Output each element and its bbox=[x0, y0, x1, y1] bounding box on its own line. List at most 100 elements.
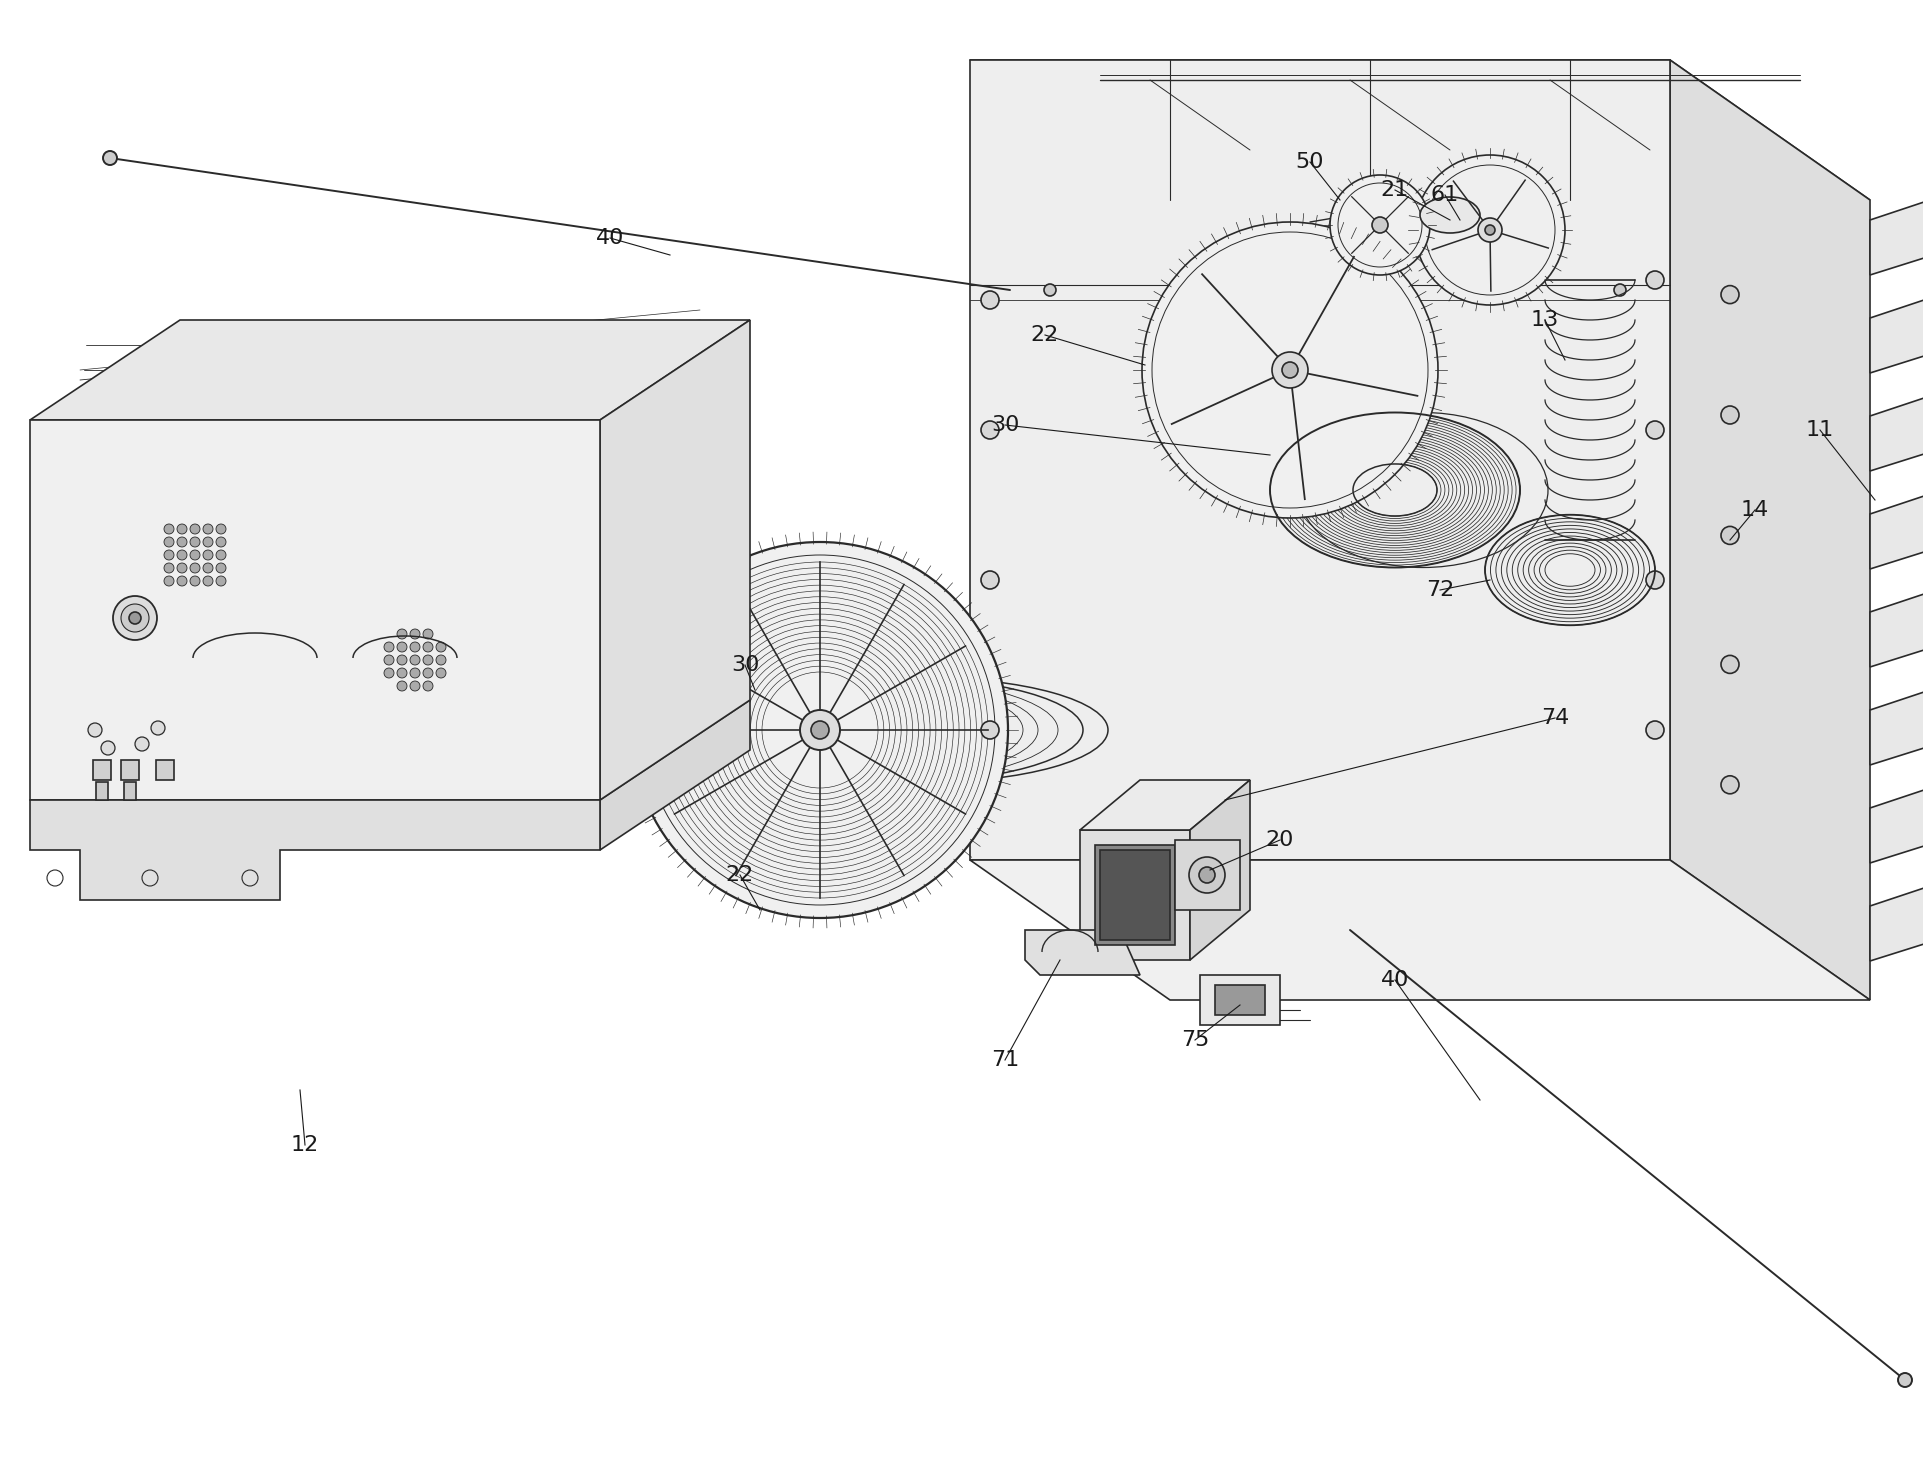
Circle shape bbox=[135, 737, 148, 750]
Circle shape bbox=[129, 612, 140, 624]
Circle shape bbox=[1646, 271, 1663, 289]
Circle shape bbox=[1044, 284, 1056, 296]
Circle shape bbox=[150, 721, 165, 736]
Polygon shape bbox=[1175, 840, 1238, 909]
Circle shape bbox=[437, 654, 446, 665]
Text: 61: 61 bbox=[1431, 186, 1458, 205]
Circle shape bbox=[177, 537, 187, 547]
Circle shape bbox=[163, 563, 173, 573]
Text: 22: 22 bbox=[1031, 324, 1058, 345]
Circle shape bbox=[396, 681, 408, 691]
Circle shape bbox=[1194, 284, 1206, 296]
Polygon shape bbox=[969, 859, 1869, 999]
Text: 12: 12 bbox=[290, 1135, 319, 1156]
Polygon shape bbox=[156, 761, 173, 780]
Text: 13: 13 bbox=[1531, 310, 1558, 330]
Circle shape bbox=[1719, 656, 1738, 674]
Polygon shape bbox=[1025, 930, 1140, 974]
Text: 11: 11 bbox=[1806, 420, 1833, 441]
Polygon shape bbox=[1869, 594, 1923, 668]
Text: 40: 40 bbox=[1381, 970, 1408, 991]
Text: 21: 21 bbox=[1381, 180, 1408, 200]
Text: 40: 40 bbox=[596, 228, 623, 248]
Circle shape bbox=[163, 576, 173, 587]
Circle shape bbox=[410, 681, 419, 691]
Ellipse shape bbox=[1419, 198, 1479, 233]
Circle shape bbox=[204, 576, 213, 587]
Circle shape bbox=[981, 422, 998, 439]
Polygon shape bbox=[1079, 830, 1190, 960]
Circle shape bbox=[1646, 570, 1663, 590]
Polygon shape bbox=[1869, 887, 1923, 961]
Polygon shape bbox=[600, 320, 750, 800]
Circle shape bbox=[410, 654, 419, 665]
Circle shape bbox=[204, 550, 213, 560]
Ellipse shape bbox=[1444, 198, 1504, 233]
Circle shape bbox=[981, 570, 998, 590]
Polygon shape bbox=[1200, 974, 1279, 1024]
Circle shape bbox=[1371, 217, 1386, 233]
Circle shape bbox=[1646, 721, 1663, 738]
Circle shape bbox=[1494, 284, 1506, 296]
Circle shape bbox=[204, 563, 213, 573]
Circle shape bbox=[437, 643, 446, 652]
Circle shape bbox=[1329, 175, 1429, 276]
Circle shape bbox=[215, 523, 225, 534]
Circle shape bbox=[104, 150, 117, 165]
Circle shape bbox=[121, 604, 148, 632]
Circle shape bbox=[215, 563, 225, 573]
Circle shape bbox=[215, 537, 225, 547]
Circle shape bbox=[1142, 223, 1436, 517]
Circle shape bbox=[812, 721, 829, 738]
Polygon shape bbox=[31, 420, 600, 800]
Circle shape bbox=[190, 550, 200, 560]
Circle shape bbox=[163, 550, 173, 560]
Circle shape bbox=[1188, 856, 1225, 893]
Polygon shape bbox=[1869, 398, 1923, 472]
Circle shape bbox=[1344, 284, 1356, 296]
Circle shape bbox=[1719, 286, 1738, 304]
Circle shape bbox=[163, 523, 173, 534]
Text: 30: 30 bbox=[990, 416, 1019, 435]
Circle shape bbox=[215, 550, 225, 560]
Circle shape bbox=[1896, 1372, 1911, 1387]
Polygon shape bbox=[1094, 845, 1175, 945]
Circle shape bbox=[163, 537, 173, 547]
Polygon shape bbox=[969, 60, 1669, 859]
Polygon shape bbox=[1079, 780, 1250, 830]
Polygon shape bbox=[121, 761, 138, 780]
Circle shape bbox=[204, 537, 213, 547]
Circle shape bbox=[1719, 405, 1738, 425]
Polygon shape bbox=[1869, 790, 1923, 862]
Text: 71: 71 bbox=[990, 1049, 1019, 1070]
Circle shape bbox=[423, 654, 433, 665]
Text: 14: 14 bbox=[1740, 500, 1769, 520]
Circle shape bbox=[981, 721, 998, 738]
Circle shape bbox=[396, 643, 408, 652]
Text: 75: 75 bbox=[1181, 1030, 1208, 1049]
Polygon shape bbox=[1213, 985, 1263, 1016]
Circle shape bbox=[981, 290, 998, 310]
Circle shape bbox=[215, 576, 225, 587]
Circle shape bbox=[410, 629, 419, 640]
Circle shape bbox=[437, 668, 446, 678]
Circle shape bbox=[1271, 352, 1308, 388]
Circle shape bbox=[190, 576, 200, 587]
Circle shape bbox=[1477, 218, 1502, 242]
Circle shape bbox=[1719, 526, 1738, 544]
Circle shape bbox=[177, 576, 187, 587]
Circle shape bbox=[1613, 284, 1625, 296]
Polygon shape bbox=[1869, 202, 1923, 276]
Circle shape bbox=[100, 741, 115, 755]
Circle shape bbox=[1485, 226, 1494, 234]
Circle shape bbox=[113, 595, 158, 640]
Polygon shape bbox=[1869, 495, 1923, 569]
Text: 50: 50 bbox=[1294, 152, 1323, 172]
Circle shape bbox=[396, 629, 408, 640]
Circle shape bbox=[1646, 422, 1663, 439]
Circle shape bbox=[190, 563, 200, 573]
Circle shape bbox=[1281, 363, 1298, 377]
Text: 30: 30 bbox=[731, 654, 760, 675]
Polygon shape bbox=[31, 320, 750, 420]
Circle shape bbox=[385, 654, 394, 665]
